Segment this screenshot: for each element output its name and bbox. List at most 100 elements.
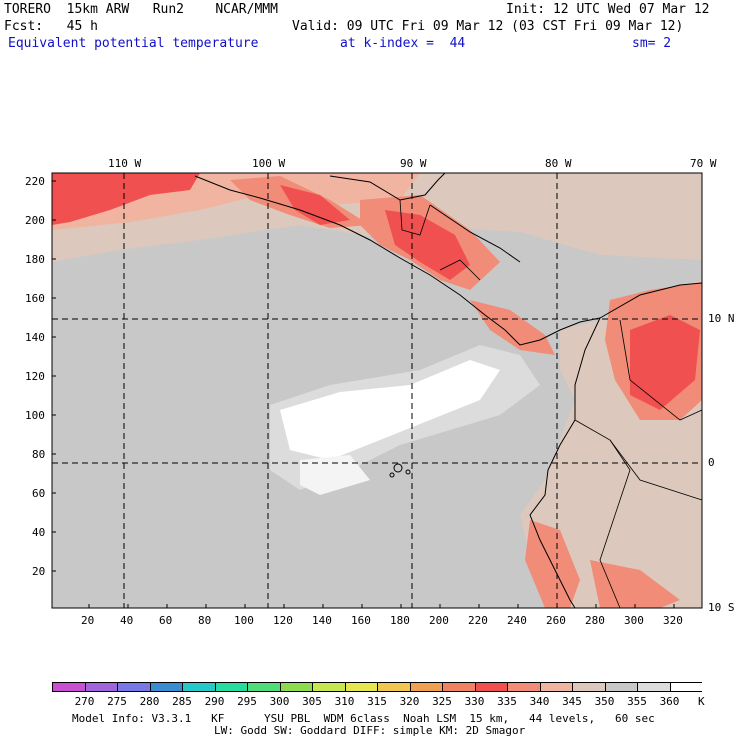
colorbar-swatch (475, 683, 508, 691)
x-tick-80: 80 (198, 614, 212, 627)
colorbar-label: 355 (627, 695, 647, 708)
colorbar-swatch (248, 683, 281, 691)
level-label: at k-index = 44 (340, 36, 466, 51)
colorbar-swatch (378, 683, 411, 691)
colorbar-label: 330 (464, 695, 485, 708)
lat-label-10s: 10 S (708, 601, 735, 614)
model-info-line1: Model Info: V3.3.1 KF YSU PBL WDM 6class… (72, 712, 655, 725)
colorbar-label: 335 (497, 695, 517, 708)
y-tick-180: 180 (25, 253, 45, 266)
colorbar-label: 315 (367, 695, 387, 708)
y-tick-40: 40 (32, 526, 46, 539)
pacific-coastline-central-america (194, 175, 601, 346)
colorbar-label: 350 (594, 695, 615, 708)
x-tick-200: 200 (429, 614, 449, 627)
galapagos-island-1 (393, 463, 403, 473)
colorbar-swatch (573, 683, 606, 691)
colorbar (52, 682, 703, 692)
colorbar-swatch (280, 683, 313, 691)
smoothing-label: sm= 2 (632, 36, 672, 51)
colorbar-label: 290 (204, 695, 225, 708)
lon-label-90w: 90 W (400, 157, 427, 170)
map-frame (51, 172, 703, 609)
colorbar-label: 280 (139, 695, 160, 708)
colorbar-swatch (410, 683, 443, 691)
galapagos-island-3 (389, 472, 395, 478)
lat-label-10n: 10 N (708, 312, 735, 325)
x-tick-220: 220 (468, 614, 488, 627)
warm-nw-area (52, 173, 200, 225)
colorbar-swatch (540, 683, 573, 691)
colorbar-swatch (183, 683, 216, 691)
x-tick-140: 140 (312, 614, 332, 627)
colorbar-swatch (215, 683, 248, 691)
x-tick-280: 280 (585, 614, 605, 627)
x-tick-160: 160 (351, 614, 371, 627)
warm-mexico-core (280, 185, 350, 225)
colorbar-swatch (85, 683, 118, 691)
colorbar-label: 310 (334, 695, 355, 708)
colorbar-label: 340 (529, 695, 550, 708)
y-tick-100: 100 (25, 409, 45, 422)
colorbar-label: 295 (237, 695, 257, 708)
colorbar-swatch (443, 683, 476, 691)
y-tick-140: 140 (25, 331, 45, 344)
field-title: Equivalent potential temperature (8, 36, 259, 51)
colorbar-swatch (508, 683, 541, 691)
lon-label-110w: 110 W (108, 157, 142, 170)
y-tick-200: 200 (25, 214, 45, 227)
colorbar-swatch (118, 683, 151, 691)
x-tick-320: 320 (663, 614, 683, 627)
model-info-line2: LW: Godd SW: Goddard DIFF: simple KM: 2D… (214, 724, 526, 737)
caribbean-south-america-coast (599, 282, 703, 319)
x-tick-240: 240 (507, 614, 527, 627)
lon-label-100w: 100 W (252, 157, 286, 170)
header-valid-time: Valid: 09 UTC Fri 09 Mar 12 (03 CST Fri … (292, 19, 684, 34)
colorbar-swatch (605, 683, 638, 691)
warm-southern-andes (590, 560, 680, 608)
header-forecast-hour: Fcst: 45 h (4, 19, 98, 34)
x-tick-20: 20 (81, 614, 95, 627)
colorbar-label: 275 (107, 695, 127, 708)
white-ocean-area (280, 360, 500, 460)
lon-label-70w: 70 W (690, 157, 717, 170)
colorbar-swatch (670, 683, 703, 691)
colorbar-swatch (638, 683, 671, 691)
y-tick-60: 60 (32, 487, 46, 500)
colorbar-swatch (345, 683, 378, 691)
white-ocean-patch (300, 455, 370, 495)
border-peru-inland (599, 439, 631, 609)
warm-colombia-core (630, 315, 700, 410)
x-tick-180: 180 (390, 614, 410, 627)
warm-central-america-core (385, 210, 470, 280)
galapagos-island-2 (405, 469, 411, 475)
border-honduras (439, 259, 481, 281)
colorbar-unit: K (698, 695, 705, 708)
colorbar-label: 285 (172, 695, 192, 708)
colorbar-label: 300 (269, 695, 290, 708)
lon-label-80w: 80 W (545, 157, 572, 170)
colorbar-swatch (53, 683, 86, 691)
caribbean-coast (429, 204, 521, 263)
coastlines (194, 172, 703, 609)
colorbar-label: 270 (74, 695, 95, 708)
colorbar-label: 325 (432, 695, 452, 708)
y-tick-220: 220 (25, 175, 45, 188)
y-tick-160: 160 (25, 292, 45, 305)
colorbar-label: 360 (659, 695, 680, 708)
y-tick-20: 20 (32, 565, 46, 578)
lat-label-equator: 0 (708, 456, 715, 469)
colorbar-label: 305 (302, 695, 322, 708)
x-tick-100: 100 (234, 614, 254, 627)
header-init-time: Init: 12 UTC Wed 07 Mar 12 (506, 2, 710, 17)
x-tick-260: 260 (546, 614, 566, 627)
header-run-info: TORERO 15km ARW Run2 NCAR/MMM (4, 2, 278, 17)
x-tick-300: 300 (624, 614, 644, 627)
border-colombia (619, 319, 703, 421)
y-tick-120: 120 (25, 370, 45, 383)
colorbar-label: 320 (399, 695, 420, 708)
border-guatemala (399, 199, 431, 236)
x-tick-120: 120 (273, 614, 293, 627)
x-tick-60: 60 (159, 614, 173, 627)
